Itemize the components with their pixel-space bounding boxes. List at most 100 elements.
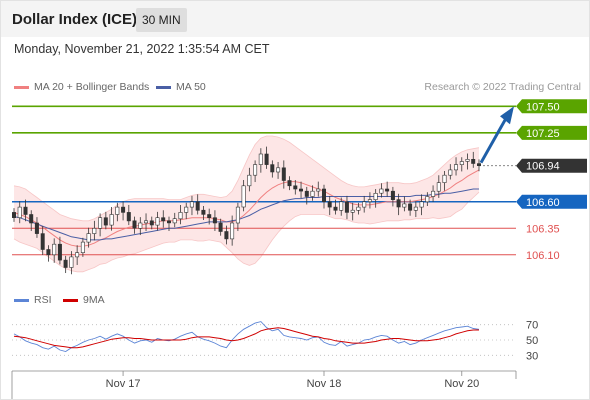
candle: [287, 176, 292, 191]
candle: [293, 180, 298, 195]
target-1-tag: [516, 125, 587, 140]
candle-body: [103, 217, 108, 226]
candle: [52, 238, 57, 263]
rsi-tick-label: 30: [526, 350, 538, 362]
candle: [356, 202, 361, 215]
candle: [367, 192, 372, 209]
candle-body: [29, 214, 34, 224]
target-2-label: 107.50: [526, 101, 560, 113]
candle-body: [442, 174, 447, 183]
candle: [270, 160, 275, 178]
candle: [149, 216, 154, 230]
candle: [80, 237, 85, 257]
candle: [448, 164, 453, 180]
candle-body: [121, 206, 126, 213]
candle-body: [247, 174, 252, 187]
target-1-label: 107.25: [526, 128, 560, 140]
candle: [258, 148, 263, 173]
last-price-label: 106.94: [526, 161, 560, 173]
candle: [339, 197, 344, 216]
candle-body: [17, 206, 22, 219]
candle-body: [333, 206, 338, 211]
candle-body: [253, 164, 258, 176]
candle: [23, 199, 28, 222]
candle: [178, 204, 183, 225]
candle: [253, 160, 258, 183]
candle: [350, 202, 355, 221]
candle-body: [385, 188, 390, 192]
candle-body: [115, 206, 120, 215]
candle-body: [126, 212, 131, 222]
candle: [212, 210, 217, 232]
candle: [63, 255, 68, 274]
header-bar: Dollar Index (ICE) 30 MIN: [1, 1, 589, 37]
candle-body: [201, 209, 206, 215]
candle: [230, 215, 235, 246]
candle: [344, 195, 349, 220]
ma20-line: [13, 169, 480, 247]
candle: [132, 216, 137, 234]
candle-body: [413, 206, 418, 211]
candle-body: [471, 159, 476, 164]
candle-body: [12, 212, 17, 218]
support-1-label: 106.35: [526, 223, 560, 235]
candle-body: [264, 153, 269, 165]
target-2-tag: [516, 99, 587, 114]
candle-body: [138, 222, 143, 229]
ma50-line: [13, 188, 479, 241]
candle: [362, 195, 367, 213]
candle: [413, 201, 418, 218]
candle-body: [459, 161, 464, 166]
candle: [161, 210, 166, 228]
x-tick-label: Nov 20: [444, 378, 479, 390]
candle: [327, 195, 332, 216]
candle: [310, 185, 315, 201]
candle-body: [149, 220, 154, 226]
price-plot: 107.50 107.25 106.94 106.60 106.35 106.10: [12, 99, 587, 275]
candle: [207, 208, 212, 225]
rsi-plot: 70 50 30: [12, 320, 538, 362]
candle-body: [287, 180, 292, 187]
candle-body: [379, 188, 384, 194]
legend-swatch-ma20: [14, 86, 29, 89]
candle: [121, 201, 126, 221]
candle: [12, 208, 17, 222]
rsi-tick-label: 70: [526, 320, 538, 332]
candle-body: [298, 188, 303, 192]
candle-body: [109, 214, 114, 226]
candle: [298, 181, 303, 198]
candle-body: [321, 188, 326, 202]
candle: [425, 192, 430, 206]
interval-badge[interactable]: 30 MIN: [136, 8, 187, 32]
candle: [419, 194, 424, 216]
candle-body: [436, 182, 441, 192]
candle-body: [167, 220, 172, 224]
rsi-ma-line: [13, 327, 479, 349]
candle: [115, 202, 120, 222]
candle: [57, 236, 62, 265]
candle-body: [218, 222, 223, 232]
candle-body: [235, 206, 240, 224]
candle: [476, 159, 481, 172]
legend-label-rsi: RSI: [34, 294, 52, 306]
candle-body: [276, 167, 281, 173]
candle-body: [34, 222, 39, 234]
candle: [465, 153, 470, 170]
candle-body: [425, 196, 430, 203]
instrument-title: Dollar Index (ICE): [12, 11, 138, 28]
candle-body: [52, 243, 57, 256]
bollinger-upper-line: [13, 135, 480, 222]
candle-body: [431, 190, 436, 197]
candle: [155, 211, 160, 231]
candle-body: [80, 241, 85, 254]
candle: [453, 157, 458, 176]
time-axis: Nov 17 Nov 18 Nov 20: [11, 370, 517, 399]
candle-body: [86, 233, 91, 243]
candle-body: [344, 201, 349, 213]
candle-body: [339, 201, 344, 211]
candle-body: [230, 222, 235, 240]
candle-body: [281, 167, 286, 181]
candle: [75, 245, 80, 265]
candle: [218, 218, 223, 236]
